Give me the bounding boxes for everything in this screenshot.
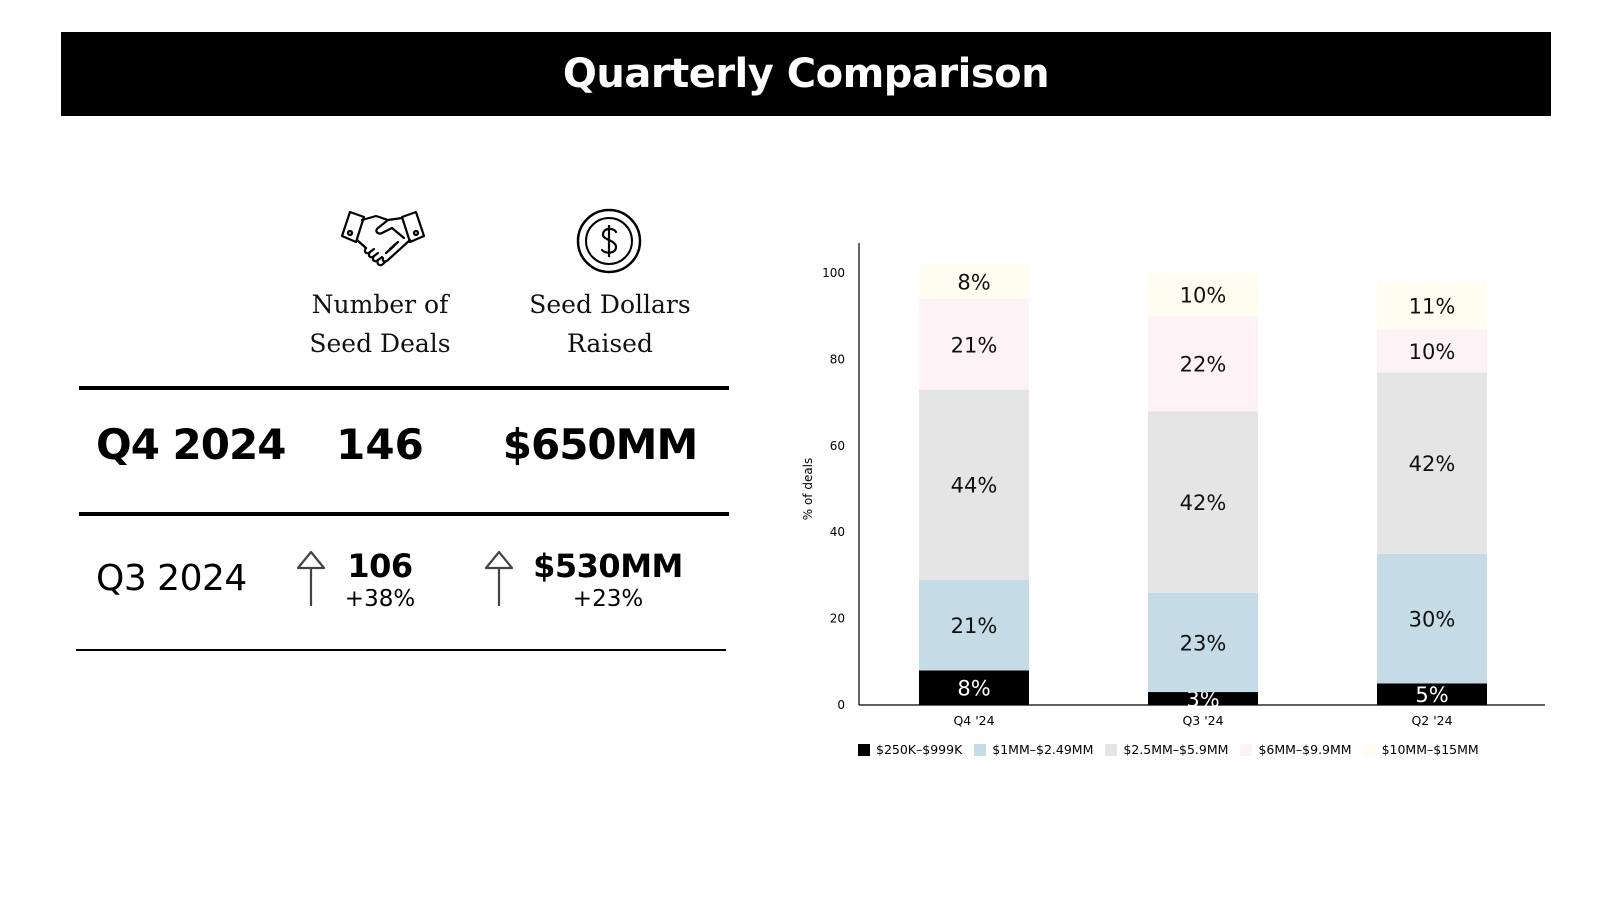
current-quarter-label: Q4 2024 [96,420,286,469]
deals-change-percent: +38% [344,586,416,612]
data-label: 42% [1180,491,1227,515]
bar-segment [919,389,1029,580]
previous-deals-value: 106 [347,547,413,585]
dollars-column-header: Seed Dollars Raised [510,285,710,363]
legend-label: $2.5MM–$5.9MM [1123,742,1229,757]
dollar-coin-icon [576,208,642,274]
y-tick-label: 20 [830,612,845,626]
page-title: Quarterly Comparison [562,51,1050,97]
handshake-icon [340,210,426,267]
deals-header-line1: Number of [311,290,449,319]
data-label: 30% [1409,608,1456,632]
legend-swatch [974,743,987,756]
y-tick-label: 100 [822,266,845,280]
dollars-header-line2: Raised [567,329,653,358]
bar-segment [1148,316,1258,412]
arrow-up-icon [296,550,326,606]
y-tick-label: 60 [830,439,845,453]
current-deals-value: 146 [336,420,424,469]
bar-segment [919,264,1029,299]
legend-item: $1MM–$2.49MM [974,742,1093,757]
previous-quarter-label: Q3 2024 [96,558,247,599]
y-tick-label: 80 [830,352,845,366]
bar-segment [919,579,1029,671]
divider-top [79,386,729,390]
data-label: 10% [1409,340,1456,364]
legend-swatch [1363,743,1376,756]
title-bar: Quarterly Comparison [61,32,1551,116]
y-tick-label: 0 [837,698,845,712]
bar-segment [1148,692,1258,705]
dollars-change-percent: +23% [572,586,644,612]
bar-segment [1377,553,1487,684]
arrow-up-icon [484,550,514,606]
current-dollars-value: $650MM [502,420,698,469]
y-axis-label: % of deals [801,458,815,521]
bar-segment [1148,273,1258,317]
dollars-header-line1: Seed Dollars [529,290,691,319]
legend-item: $2.5MM–$5.9MM [1105,742,1228,757]
data-label: 42% [1409,452,1456,476]
data-label: 22% [1180,353,1227,377]
data-label: 11% [1409,294,1456,318]
data-label: 23% [1180,631,1227,655]
deals-column-header: Number of Seed Deals [290,285,470,363]
x-tick-label: Q3 '24 [1182,713,1223,728]
bar-segment [1377,683,1487,705]
chart-legend: $250K–$999K $1MM–$2.49MM $2.5MM–$5.9MM $6MM… [858,742,1491,757]
divider-middle [79,512,729,516]
bar-segment [1148,411,1258,593]
legend-label: $250K–$999K [876,742,963,757]
bar-segment [1377,372,1487,554]
bar-segment [1148,592,1258,693]
legend-item: $6MM–$9.9MM [1240,742,1352,757]
bar-segment [1377,329,1487,373]
data-label: 10% [1180,284,1227,308]
legend-label: $1MM–$2.49MM [992,742,1094,757]
bar-segment [919,298,1029,390]
bar-segment [919,670,1029,705]
legend-label: $10MM–$15MM [1381,742,1479,757]
data-label: 21% [951,333,998,357]
deals-header-line2: Seed Deals [309,329,451,358]
legend-swatch [858,743,870,756]
previous-dollars-value: $530MM [533,547,683,585]
data-label: 8% [957,271,990,295]
legend-item: $10MM–$15MM [1363,742,1479,757]
legend-swatch [1240,743,1253,756]
y-tick-label: 40 [830,525,845,539]
legend-label: $6MM–$9.9MM [1258,742,1352,757]
data-label: 8% [957,677,990,701]
x-tick-label: Q4 '24 [953,713,994,728]
data-label: 5% [1415,683,1448,707]
divider-bottom [76,649,726,651]
legend-item: $250K–$999K [858,742,962,757]
bar-segment [1377,281,1487,330]
x-tick-label: Q2 '24 [1411,713,1452,728]
data-label: 21% [951,614,998,638]
data-label: 44% [951,474,998,498]
legend-swatch [1105,743,1118,756]
